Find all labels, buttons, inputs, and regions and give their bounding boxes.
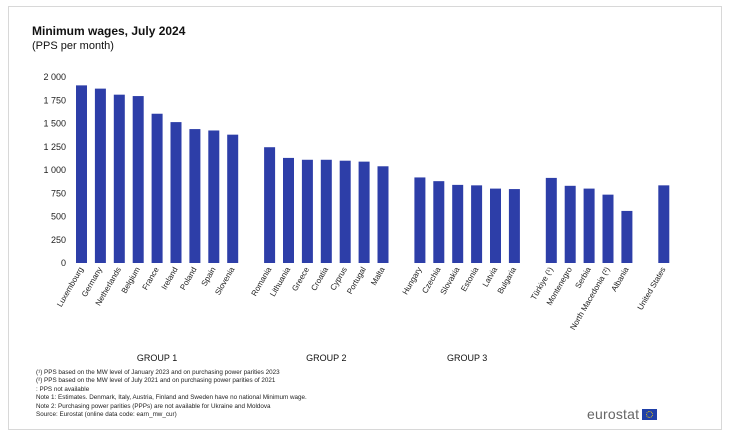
- x-tick-label: Luxembourg: [55, 266, 85, 309]
- footnotes: (¹) PPS based on the MW level of January…: [36, 369, 307, 419]
- y-tick-label: 1 750: [43, 95, 66, 105]
- y-tick-label: 1 250: [43, 142, 66, 152]
- x-tick-label: Malta: [369, 265, 387, 287]
- x-tick-label: Greece: [290, 265, 311, 293]
- bar: [301, 159, 313, 263]
- group-label: GROUP 1: [137, 353, 177, 363]
- y-tick-label: 2 000: [43, 72, 66, 82]
- group-label: GROUP 2: [306, 353, 346, 363]
- y-tick-label: 750: [51, 188, 66, 198]
- x-tick-label: Croatia: [309, 265, 330, 292]
- eu-flag-icon: [642, 408, 658, 420]
- bar: [602, 194, 614, 263]
- footnote-4: Note 1: Estimates. Denmark, Italy, Austr…: [36, 394, 307, 402]
- x-tick-label: Ireland: [160, 266, 180, 292]
- bar: [583, 188, 595, 263]
- bar: [377, 166, 389, 263]
- chart-subtitle: (PPS per month): [32, 40, 114, 52]
- x-tick-label: France: [141, 265, 162, 292]
- x-tick-label: Bulgaria: [496, 265, 519, 295]
- chart-title: Minimum wages, July 2024: [32, 24, 186, 38]
- bar: [471, 185, 483, 263]
- footnote-6: Source: Eurostat (online data code: earn…: [36, 411, 177, 419]
- x-tick-label: Latvia: [481, 265, 500, 288]
- footnote-3: : PPS not available: [36, 385, 90, 393]
- eurostat-logo: eurostat: [587, 406, 658, 422]
- bar: [490, 188, 501, 263]
- y-tick-label: 250: [51, 235, 66, 245]
- x-tick-label: Serbia: [573, 265, 593, 290]
- bar: [658, 185, 670, 263]
- x-tick-label: United States: [636, 266, 668, 312]
- x-tick-label: North Macedonia (²): [568, 265, 612, 331]
- x-tick-label: Spain: [200, 266, 218, 288]
- bar: [94, 88, 106, 263]
- bar: [621, 210, 633, 263]
- x-tick-label: Cyprus: [328, 266, 348, 292]
- bar: [170, 122, 182, 263]
- footnote-2: (²) PPS based on the MW level of July 20…: [36, 377, 276, 385]
- x-tick-label: Albania: [609, 265, 630, 293]
- bar: [132, 96, 144, 263]
- y-tick-label: 500: [51, 212, 66, 222]
- bar: [320, 159, 332, 263]
- bar: [508, 189, 520, 263]
- x-tick-label: Poland: [178, 266, 198, 292]
- logo-text: eurostat: [587, 406, 640, 422]
- footnote-1: (¹) PPS based on the MW level of January…: [36, 369, 280, 376]
- bar: [283, 157, 294, 263]
- bar: [433, 181, 445, 263]
- bar: [452, 184, 464, 263]
- bar: [564, 185, 576, 263]
- x-tick-label: Belgium: [120, 265, 142, 295]
- bar: [358, 161, 370, 263]
- bar: [264, 147, 276, 263]
- y-tick-label: 0: [61, 258, 66, 268]
- bar: [227, 134, 239, 263]
- y-tick-label: 1 500: [43, 119, 66, 129]
- bar: [151, 113, 163, 263]
- bar: [189, 129, 201, 263]
- bar: [208, 130, 220, 263]
- bar: [339, 160, 351, 263]
- bar: [113, 94, 125, 263]
- bar: [545, 177, 557, 263]
- y-tick-label: 1 000: [43, 165, 66, 175]
- bar: [414, 177, 426, 263]
- group-label: GROUP 3: [447, 353, 487, 363]
- x-tick-label: Estonia: [459, 265, 480, 293]
- footnote-5: Note 2: Purchasing power parities (PPPs)…: [36, 402, 271, 410]
- bar: [76, 85, 87, 264]
